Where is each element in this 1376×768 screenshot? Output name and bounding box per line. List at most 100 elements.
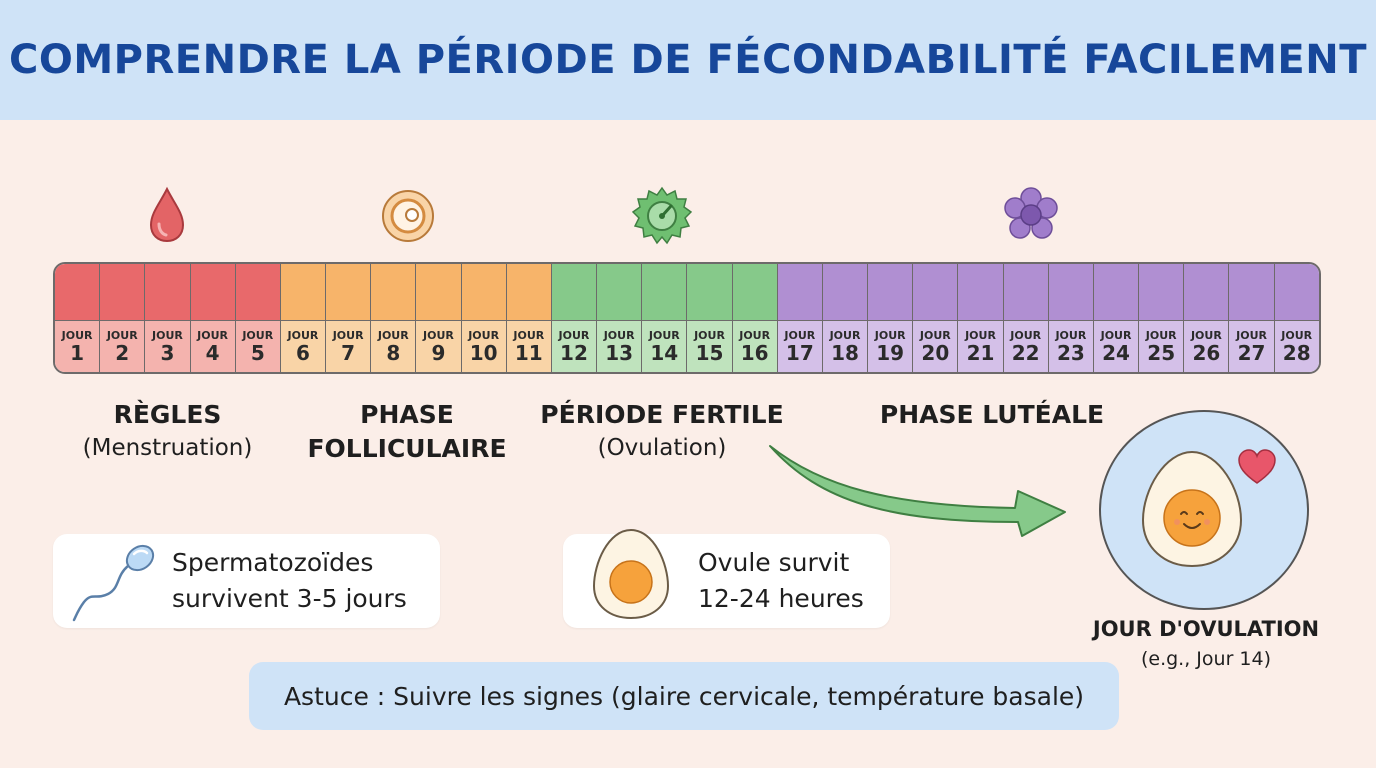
day-cell: JOUR 23 — [1048, 264, 1094, 372]
ovule-line2: 12-24 heures — [698, 584, 864, 613]
day-color-block — [687, 264, 732, 321]
day-color-block — [732, 264, 777, 321]
day-number: 18 — [831, 341, 859, 365]
day-color-block — [55, 264, 100, 321]
day-word: JOUR — [106, 329, 138, 342]
day-number: 23 — [1056, 341, 1085, 365]
tip-box: Astuce : Suivre les signes (glaire cervi… — [249, 662, 1119, 730]
day-word: JOUR — [829, 329, 861, 342]
day-number: 24 — [1102, 341, 1130, 365]
day-label: JOUR 5 — [235, 321, 280, 372]
day-label: JOUR 12 — [551, 321, 597, 372]
day-color-block — [416, 264, 461, 321]
day-cell: JOUR 26 — [1184, 264, 1230, 372]
phase-subtitle-fertile: (Ovulation) — [597, 435, 727, 461]
day-number: 3 — [160, 341, 175, 365]
day-cell: JOUR 7 — [326, 264, 372, 372]
day-word: JOUR — [197, 329, 229, 342]
day-word: JOUR — [287, 329, 319, 342]
day-word: JOUR — [513, 329, 545, 342]
day-color-block — [1274, 264, 1319, 321]
day-number: 7 — [341, 341, 356, 365]
day-label: JOUR 24 — [1093, 321, 1139, 372]
day-number: 8 — [386, 341, 401, 365]
day-word: JOUR — [468, 329, 500, 342]
day-color-block — [235, 264, 280, 321]
day-label: JOUR 1 — [55, 321, 100, 372]
day-cell: JOUR 1 — [55, 264, 101, 372]
day-word: JOUR — [1190, 329, 1222, 342]
day-number: 4 — [205, 341, 220, 365]
tip-text: Astuce : Suivre les signes (glaire cervi… — [283, 681, 1085, 711]
phase-title-menstruation: RÈGLES — [113, 400, 222, 429]
day-label: JOUR 9 — [416, 321, 461, 372]
phase-label-menstruation: RÈGLES (Menstruation) — [60, 398, 275, 464]
day-label: JOUR 15 — [687, 321, 732, 372]
sperm-line1: Spermatozoïdes — [172, 548, 374, 577]
day-word: JOUR — [1236, 329, 1267, 342]
day-cell: JOUR 28 — [1274, 264, 1319, 372]
day-number: 26 — [1192, 341, 1221, 365]
day-number: 19 — [876, 341, 905, 365]
day-word: JOUR — [648, 329, 680, 342]
day-label: JOUR 6 — [280, 321, 326, 372]
day-number: 1 — [70, 341, 85, 365]
day-word: JOUR — [1100, 329, 1132, 342]
day-cell: JOUR 3 — [145, 264, 191, 372]
day-word: JOUR — [242, 329, 274, 342]
day-cell: JOUR 17 — [777, 264, 823, 372]
day-label: JOUR 4 — [190, 321, 235, 372]
day-word: JOUR — [603, 329, 635, 342]
day-cell: JOUR 27 — [1229, 264, 1275, 372]
day-word: JOUR — [423, 329, 454, 342]
day-number: 11 — [514, 341, 543, 365]
day-word: JOUR — [152, 329, 183, 342]
day-cell: JOUR 12 — [551, 264, 598, 372]
day-number: 6 — [295, 341, 310, 365]
day-word: JOUR — [739, 329, 771, 342]
day-cell: JOUR 14 — [642, 264, 688, 372]
day-color-block — [280, 264, 326, 321]
day-label: JOUR 13 — [597, 321, 642, 372]
day-color-block — [1003, 264, 1048, 321]
day-label: JOUR 20 — [913, 321, 958, 372]
sperm-icon — [72, 544, 155, 622]
day-word: JOUR — [784, 329, 816, 342]
day-color-block — [1048, 264, 1093, 321]
phase-label-fertile: PÉRIODE FERTILE (Ovulation) — [535, 398, 789, 464]
day-color-block — [100, 264, 145, 321]
phase-title-follicular: PHASE — [360, 400, 454, 429]
day-number: 20 — [921, 341, 950, 365]
phase-label-luteal: PHASE LUTÉALE — [862, 398, 1122, 432]
day-color-block — [145, 264, 190, 321]
day-label: JOUR 18 — [822, 321, 868, 372]
day-color-block — [1184, 264, 1229, 321]
day-color-block — [642, 264, 687, 321]
day-label: JOUR 17 — [777, 321, 822, 372]
day-number: 5 — [250, 341, 265, 365]
day-word: JOUR — [1010, 329, 1042, 342]
day-number: 15 — [695, 341, 724, 365]
day-label: JOUR 7 — [326, 321, 371, 372]
smiling-egg-icon — [1141, 450, 1243, 568]
day-number: 16 — [740, 341, 769, 365]
day-color-block — [1229, 264, 1274, 321]
day-cell: JOUR 25 — [1139, 264, 1185, 372]
day-cell: JOUR 24 — [1093, 264, 1140, 372]
day-cell: JOUR 11 — [506, 264, 552, 372]
ovulation-burst-icon — [632, 186, 692, 245]
page-title: COMPRENDRE LA PÉRIODE DE FÉCONDABILITÉ F… — [9, 37, 1367, 83]
day-label: JOUR 21 — [958, 321, 1003, 372]
day-word: JOUR — [694, 329, 725, 342]
day-word: JOUR — [558, 329, 590, 342]
day-color-block — [822, 264, 868, 321]
ovulation-day-subtitle: (e.g., Jour 14) — [1140, 648, 1272, 670]
day-number: 14 — [650, 341, 679, 365]
day-label: JOUR 16 — [732, 321, 777, 372]
day-color-block — [777, 264, 822, 321]
day-label: JOUR 3 — [145, 321, 190, 372]
day-cell: JOUR 18 — [822, 264, 869, 372]
day-word: JOUR — [1145, 329, 1177, 342]
day-cell: JOUR 20 — [913, 264, 959, 372]
phase-title-luteal: PHASE LUTÉALE — [879, 400, 1105, 429]
